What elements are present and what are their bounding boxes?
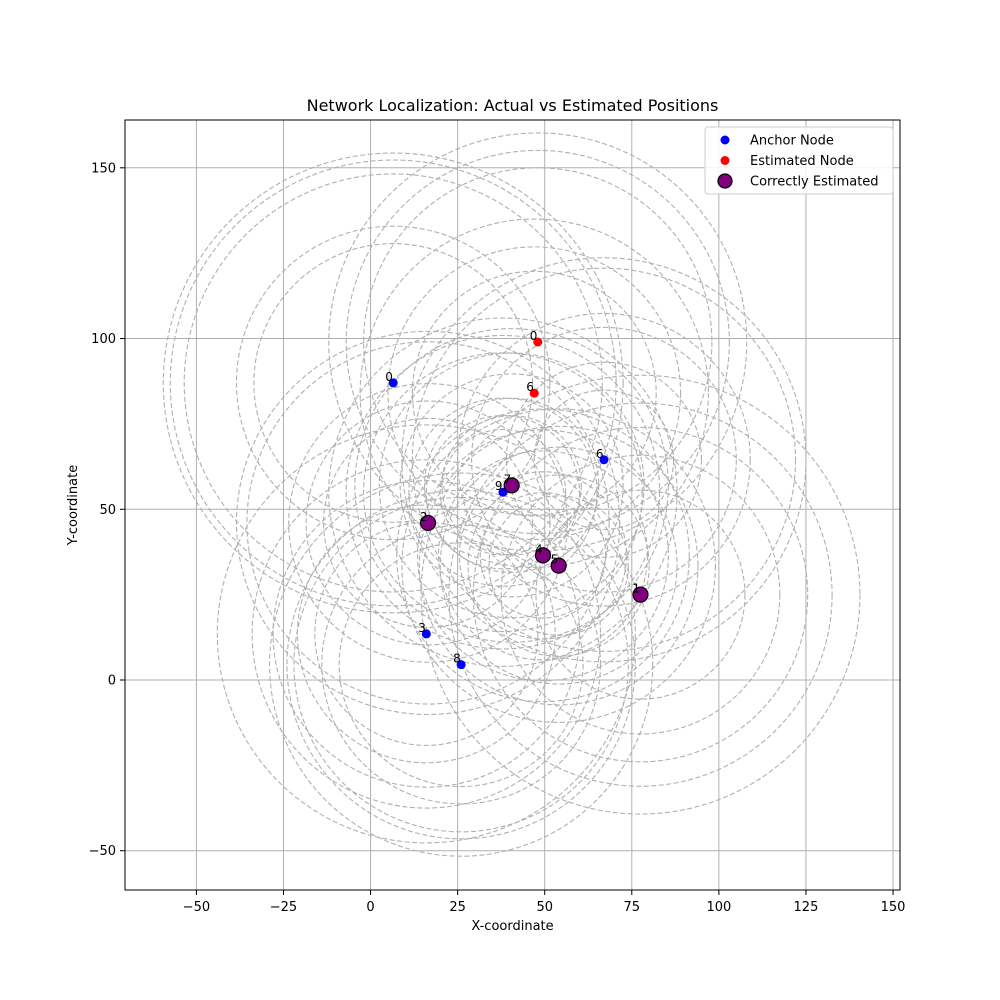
- plot-frame: [124, 119, 901, 891]
- y-tick-label: 100: [91, 332, 116, 347]
- range-circle: [457, 312, 751, 607]
- node-label: 7: [504, 472, 512, 486]
- range-circle: [235, 225, 551, 541]
- x-tick-label: 25: [449, 900, 466, 915]
- range-circle: [216, 424, 636, 844]
- x-axis-label: X-coordinate: [471, 919, 553, 934]
- range-circle: [399, 373, 624, 598]
- range-circle: [401, 408, 716, 723]
- range-circle: [396, 408, 690, 703]
- range-circle: [359, 218, 709, 568]
- range-circle: [401, 257, 807, 663]
- range-circle: [441, 415, 582, 556]
- y-tick-label: 50: [99, 503, 116, 518]
- range-circle: [467, 474, 650, 657]
- node-points: 0 6 9 3 8 0 6 7 2 45 1: [385, 329, 649, 670]
- range-circle: [322, 417, 534, 628]
- node-label: 9: [495, 479, 503, 493]
- range-circle: [387, 246, 682, 541]
- range-circle: [288, 383, 568, 663]
- range-circle: [418, 425, 699, 706]
- node-label: 8: [453, 652, 461, 666]
- range-circle: [500, 454, 781, 735]
- anchor-node-point: [456, 660, 466, 670]
- x-tick-label: 125: [794, 900, 819, 915]
- range-circle: [293, 496, 629, 833]
- range-circle: [417, 429, 669, 682]
- legend-frame: [704, 126, 894, 195]
- range-circle: [345, 149, 730, 535]
- range-circle: [411, 270, 657, 516]
- anchor-node-point: [388, 378, 398, 388]
- range-circle: [296, 504, 556, 764]
- legend-label: Correctly Estimated: [750, 175, 879, 190]
- node-label: 0: [385, 370, 393, 384]
- range-circle: [305, 400, 551, 646]
- chart-title: Network Localization: Actual vs Estimate…: [307, 96, 719, 115]
- node-label: 0: [530, 329, 538, 343]
- y-axis-label: Y-coordinate: [66, 465, 81, 546]
- range-circle: [505, 361, 703, 558]
- range-circle: [535, 489, 746, 700]
- correctly-estimated-node-point: [534, 547, 552, 564]
- estimated-node-point: [533, 337, 543, 347]
- legend-marker: [720, 156, 730, 165]
- y-tick-label: 150: [91, 161, 116, 176]
- range-circle: [314, 521, 539, 746]
- legend-marker: [717, 173, 733, 189]
- range-circle: [472, 426, 809, 763]
- range-circle: [479, 492, 607, 619]
- correctly-estimated-node-point: [419, 514, 437, 532]
- x-tick-label: 0: [366, 900, 374, 915]
- legend: Anchor Node Estimated Node Correctly Estim…: [704, 126, 894, 195]
- x-tick-label: 150: [881, 900, 906, 915]
- estimated-node-point: [529, 388, 539, 398]
- x-tick-label: 75: [624, 900, 641, 915]
- anchor-node-point: [599, 455, 609, 465]
- range-circle: [471, 326, 737, 593]
- x-tick-label: 100: [706, 900, 731, 915]
- range-circle: [439, 446, 678, 685]
- range-circle: [378, 352, 645, 619]
- correctly-estimated-node-point: [632, 586, 649, 603]
- correctly-estimated-node-point: [550, 557, 567, 574]
- range-circle: [448, 402, 833, 787]
- anchor-node-point: [421, 629, 431, 639]
- x-tick-label: 50: [536, 900, 553, 915]
- range-circle: [162, 152, 624, 614]
- range-circle: [269, 472, 654, 857]
- y-tick-label: 0: [108, 674, 116, 689]
- node-label: 3: [418, 621, 426, 635]
- range-circle: [246, 341, 610, 705]
- range-circle: [338, 542, 584, 788]
- node-label: 6: [596, 447, 604, 461]
- range-circles: [162, 132, 861, 857]
- range-circle: [424, 397, 600, 573]
- x-tick-label: −25: [270, 900, 297, 915]
- y-tick-label: −50: [89, 844, 116, 859]
- range-circle: [354, 328, 669, 643]
- range-circle: [363, 167, 713, 517]
- range-circle: [328, 132, 748, 552]
- range-circle: [169, 159, 617, 607]
- node-label: 6: [526, 380, 534, 394]
- range-circle: [253, 243, 534, 523]
- range-circle: [437, 450, 649, 661]
- range-circle: [183, 173, 603, 593]
- legend-label: Anchor Node: [750, 134, 834, 149]
- legend-marker: [720, 135, 730, 145]
- legend-label: Estimated Node: [750, 154, 854, 169]
- range-circle: [251, 459, 601, 809]
- node-label: 2: [420, 510, 428, 524]
- correctly-estimated-node-point: [503, 477, 520, 494]
- x-tick-label: −50: [183, 900, 210, 915]
- node-label: 1: [633, 582, 641, 596]
- range-circle: [321, 524, 601, 805]
- node-label: 5: [551, 553, 559, 567]
- range-circle: [420, 374, 861, 815]
- node-label: 4: [535, 542, 543, 556]
